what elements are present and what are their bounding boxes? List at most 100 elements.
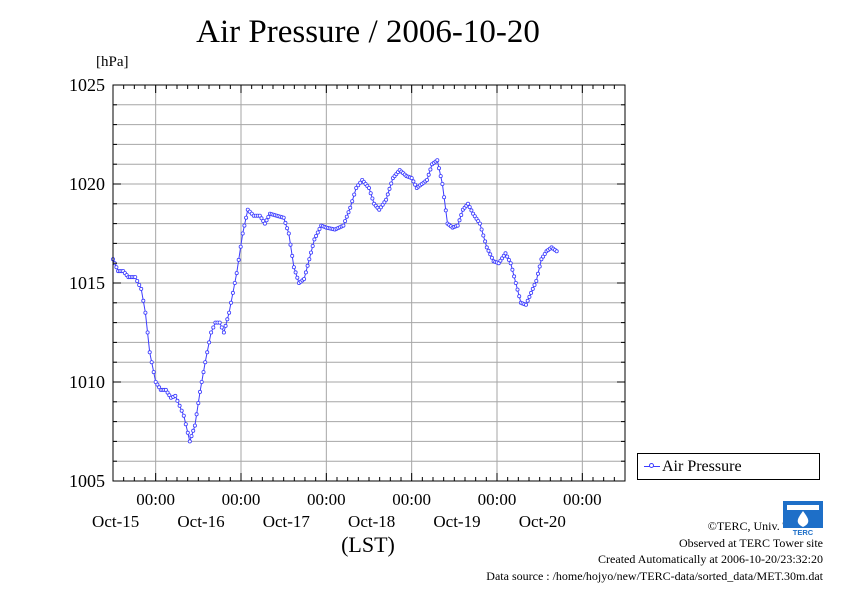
series-point [135,278,140,283]
series-point [510,267,515,272]
x-tick-date-label: Oct-15 [92,512,139,531]
series-point [346,210,351,215]
data-series [111,158,559,444]
series-point [525,298,530,303]
series-point [370,196,375,201]
series-point [385,192,390,197]
series-point [486,248,491,253]
series-point [489,255,494,260]
series-point [513,280,518,285]
series-point [505,254,510,259]
series-point [133,275,138,280]
series-point [137,282,142,287]
y-tick-label: 1005 [69,471,105,491]
x-tick-time-label: 00:00 [222,490,261,509]
copyright-text: ©TERC, Univ. Tsukuba [707,519,823,533]
series-point [228,300,233,305]
series-point [354,185,359,190]
legend: Air Pressure [637,453,820,480]
series-point [344,214,349,219]
series-point [199,379,204,384]
series-point [506,257,511,262]
series-point [307,257,312,262]
x-tick-time-label: 00:00 [478,490,517,509]
series-point [238,244,243,249]
credits: ©TERC, Univ. Tsukuba Observed at TERC To… [486,518,823,584]
series-point [221,330,226,335]
series-point [302,276,307,281]
series-point [366,185,371,190]
series-point [147,350,152,355]
series-point [413,182,418,187]
series-point [317,226,322,231]
series-point [139,286,144,291]
series-point [240,231,245,236]
series-point [368,191,373,196]
series-point [196,401,201,406]
series-point [230,290,235,295]
series-point [151,370,156,375]
series-point [283,220,288,225]
series-point [479,227,484,232]
series-point [207,340,212,345]
series-point [352,192,357,197]
series-point [187,439,192,444]
series-point [191,428,196,433]
series-point [424,177,429,182]
x-tick-time-label: 00:00 [392,490,431,509]
y-axis-unit: [hPa] [96,54,129,70]
series-point [348,205,353,210]
series-point [262,221,267,226]
series-point [308,250,313,255]
series-point [141,298,146,303]
series-point [264,218,269,223]
series-point [465,201,470,206]
series-point [411,179,416,184]
series-point [194,412,199,417]
series-point [173,393,178,398]
series-point [315,230,320,235]
series-point [209,330,214,335]
series-point [358,180,363,185]
series-point [530,286,535,291]
series-point [232,280,237,285]
legend-marker [644,463,660,468]
created-text: Created Automatically at 2006-10-20/23:3… [598,552,823,566]
x-tick-time-label: 00:00 [136,490,175,509]
series-point [350,199,355,204]
y-tick-label: 1015 [69,273,105,293]
series-point [440,181,445,186]
series-point [438,174,443,179]
series-point [508,261,513,266]
series-point [503,251,508,256]
series-point [483,239,488,244]
series-point [281,215,286,220]
x-tick-date-label: Oct-17 [263,512,311,531]
series-point [457,218,462,223]
series-point [293,270,298,275]
series-point [143,310,148,315]
series-point [288,242,293,247]
series-point [310,243,315,248]
series-point [534,278,539,283]
series-point [149,360,154,365]
series-point [384,197,389,202]
series-point [527,294,532,299]
y-axis: 1005 1010 1015 1020 1025 [69,75,625,491]
series-point [114,265,119,270]
series-point [303,270,308,275]
series-point [145,330,150,335]
x-axis-label: (LST) [341,532,395,557]
x-axis: 00:00Oct-1500:00Oct-1600:00Oct-1700:00Oc… [92,85,626,531]
terc-logo: TERC [783,501,823,536]
y-tick-label: 1020 [69,174,105,194]
series-point [481,233,486,238]
series-point [223,323,228,328]
series-point [192,423,197,428]
x-tick-date-label: Oct-16 [177,512,224,531]
series-point [286,231,291,236]
series-point [356,183,361,188]
series-point [387,186,392,191]
series-point [183,422,188,427]
